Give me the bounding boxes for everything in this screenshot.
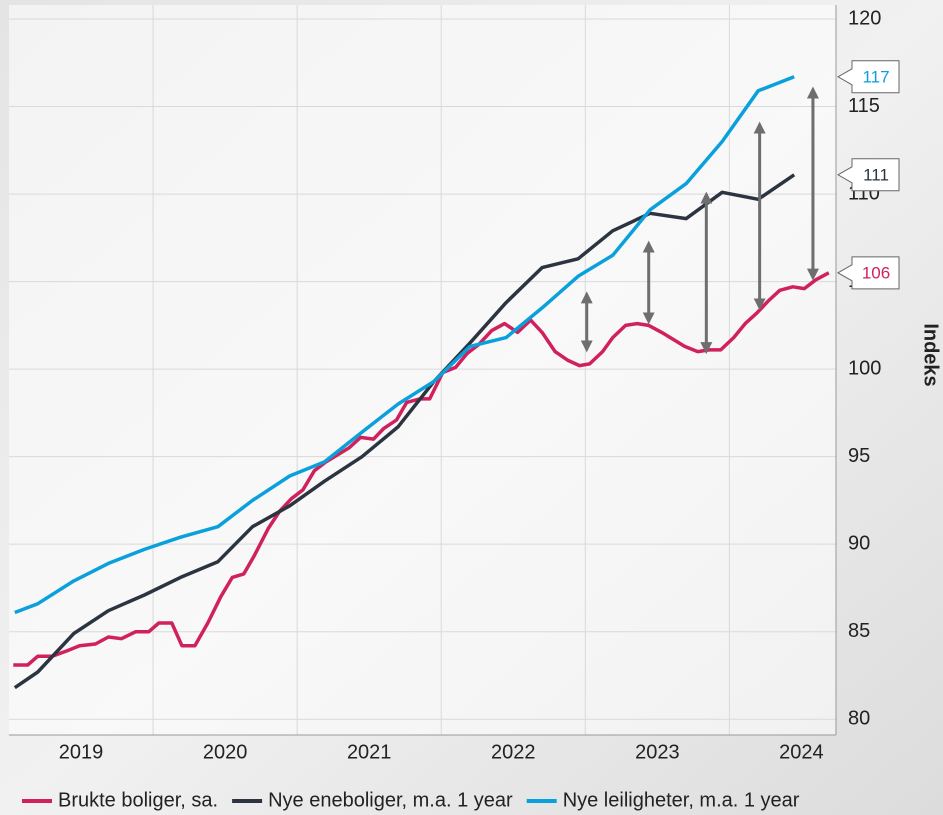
y-axis-label: Indeks	[920, 323, 942, 386]
y-tick-label: 100	[848, 357, 881, 379]
plot-area	[9, 5, 836, 735]
end-label: 117	[862, 67, 889, 86]
x-tick-label: 2020	[203, 741, 248, 763]
x-tick-label: 2024	[779, 741, 824, 763]
y-tick-label: 95	[848, 445, 870, 467]
legend-label: Brukte boliger, sa.	[58, 789, 218, 811]
chart: Indeks 808590951001051101151202019202020…	[0, 0, 943, 815]
y-tick-label: 80	[848, 708, 870, 730]
y-tick-label: 115	[848, 95, 880, 117]
x-tick-label: 2019	[59, 741, 104, 763]
y-tick-label: 85	[848, 620, 870, 642]
page: {"chart_data": {"type": "line", "y_label…	[0, 0, 943, 815]
legend-label: Nye leiligheter, m.a. 1 year	[563, 789, 800, 811]
y-tick-label: 120	[848, 7, 881, 29]
end-label: 111	[863, 165, 889, 184]
x-tick-label: 2022	[491, 741, 536, 763]
x-tick-label: 2021	[347, 741, 392, 763]
x-tick-label: 2023	[635, 741, 680, 763]
end-label: 106	[862, 263, 890, 282]
legend-label: Nye eneboliger, m.a. 1 year	[268, 789, 513, 811]
y-tick-label: 90	[848, 532, 870, 554]
